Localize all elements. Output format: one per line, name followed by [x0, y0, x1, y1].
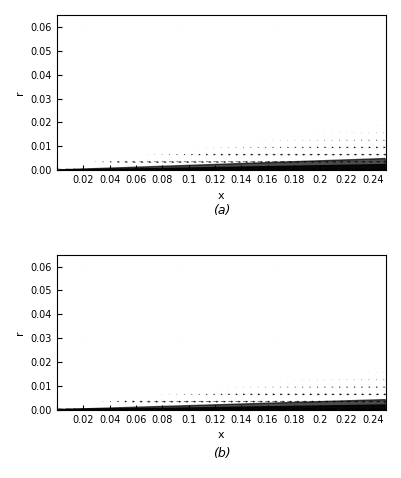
Y-axis label: r: r	[15, 90, 25, 95]
X-axis label: x: x	[218, 191, 225, 201]
Y-axis label: r: r	[15, 330, 25, 335]
Text: (a): (a)	[213, 204, 230, 217]
X-axis label: x: x	[218, 430, 225, 440]
Text: (b): (b)	[213, 447, 230, 460]
